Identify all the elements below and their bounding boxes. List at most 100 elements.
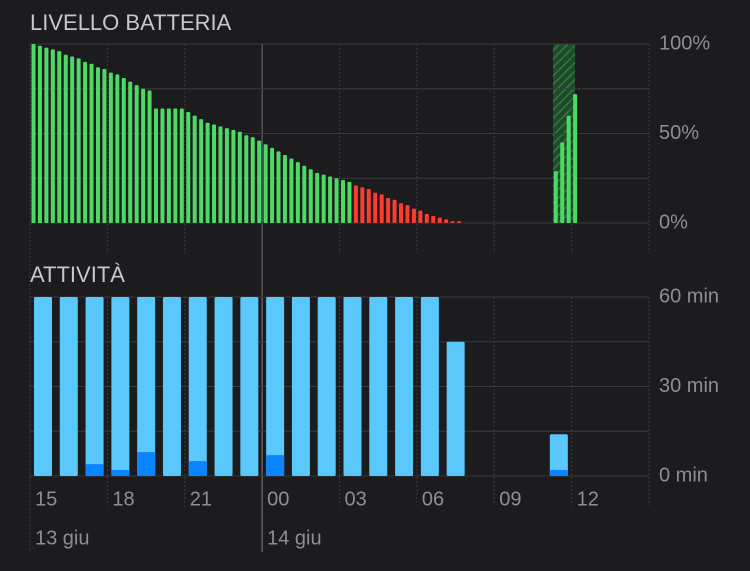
bar [250, 137, 255, 223]
bar [224, 128, 229, 223]
bar [399, 203, 404, 223]
x-tick-label: 21 [190, 488, 212, 510]
bar [63, 54, 68, 223]
bar [341, 180, 345, 223]
bar [154, 108, 159, 223]
bar [173, 108, 178, 223]
bar [199, 119, 204, 223]
bar [108, 72, 113, 223]
bar [379, 194, 384, 223]
bar [395, 297, 414, 476]
bar [266, 455, 285, 476]
bar [437, 217, 442, 223]
bar [188, 297, 207, 476]
bar [37, 45, 42, 223]
bar [328, 176, 333, 223]
bar [573, 94, 578, 224]
bar [147, 90, 152, 223]
bar [89, 63, 94, 223]
bar [343, 297, 362, 476]
bar [431, 215, 436, 223]
bar [353, 185, 358, 223]
bar [295, 162, 300, 223]
bar [192, 115, 197, 223]
bar [188, 461, 207, 476]
bar [95, 67, 100, 224]
bar [85, 464, 104, 476]
chart-title: ATTIVITÀ [30, 262, 125, 287]
y-tick-label: 0% [659, 211, 688, 233]
bar [373, 192, 378, 223]
bar [134, 85, 139, 223]
bar [141, 88, 146, 223]
bar [34, 297, 52, 476]
bar [231, 129, 236, 223]
bar [121, 78, 126, 223]
bar [317, 297, 336, 476]
bar [115, 74, 120, 224]
bar [566, 115, 571, 223]
bar [85, 297, 104, 476]
bar [237, 131, 242, 223]
x-tick-label: 18 [112, 488, 134, 510]
bar [276, 151, 281, 223]
bar [315, 172, 320, 223]
bar [446, 341, 465, 476]
bar [186, 112, 191, 223]
bar [59, 297, 78, 476]
y-tick-label: 100% [659, 32, 710, 54]
bar [162, 297, 181, 476]
bar [111, 297, 130, 476]
bar [160, 108, 165, 223]
chart-title: LIVELLO BATTERIA [30, 10, 232, 35]
bar [392, 199, 397, 223]
bar [424, 214, 429, 223]
x-tick-label: 15 [35, 488, 57, 510]
bar [334, 178, 339, 223]
bar [270, 147, 275, 223]
x-tick-label: 12 [577, 488, 599, 510]
bar [166, 108, 171, 223]
bar [420, 297, 439, 476]
bar [257, 140, 262, 223]
bar [386, 197, 391, 223]
y-tick-label: 0 min [659, 464, 708, 486]
bar [369, 297, 388, 476]
bar [137, 452, 156, 476]
bar [444, 219, 449, 223]
bar [560, 142, 565, 223]
bar [57, 51, 62, 223]
bar [70, 56, 75, 223]
bar [111, 470, 130, 476]
bar [308, 169, 313, 223]
date-label: 13 giu [35, 527, 90, 549]
bar [31, 44, 36, 223]
bar [450, 221, 455, 223]
bar [266, 297, 285, 476]
bar [289, 158, 294, 223]
bar [240, 297, 259, 476]
bar [83, 61, 88, 224]
bar [321, 174, 326, 223]
bar [411, 208, 416, 223]
bar [360, 187, 365, 223]
bar [282, 154, 287, 223]
bar [214, 297, 233, 476]
bar [76, 58, 81, 223]
bar [418, 210, 423, 223]
bar [291, 297, 310, 476]
x-tick-label: 06 [422, 488, 444, 510]
bar [102, 69, 107, 223]
bar [205, 122, 210, 223]
x-tick-label: 00 [267, 488, 289, 510]
x-tick-label: 03 [345, 488, 367, 510]
bar [244, 135, 249, 223]
bar [128, 81, 133, 223]
bar [137, 297, 156, 476]
bar [549, 470, 568, 476]
bar [457, 221, 462, 223]
bar [405, 205, 410, 223]
bar [179, 108, 184, 223]
bar [553, 171, 558, 223]
